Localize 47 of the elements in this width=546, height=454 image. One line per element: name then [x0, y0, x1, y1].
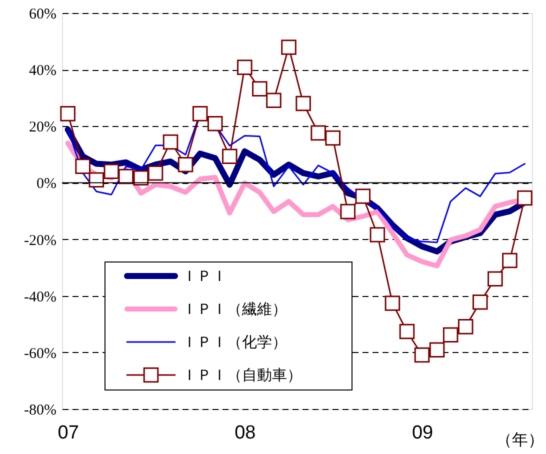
point	[296, 96, 311, 112]
legend-label: ＩＰＩ（自動車）	[182, 367, 302, 384]
point	[281, 40, 296, 55]
point	[458, 319, 474, 334]
point	[237, 60, 252, 75]
point	[192, 106, 208, 122]
point	[88, 172, 104, 188]
y-tick-label: -60%	[24, 346, 56, 362]
point	[502, 252, 518, 268]
y-tick-label: -80%	[24, 402, 56, 418]
point	[148, 165, 164, 181]
point	[266, 92, 282, 108]
point	[370, 227, 386, 242]
legend-label: ＩＰＩ	[182, 268, 227, 285]
point	[429, 342, 445, 358]
point	[118, 168, 134, 184]
y-tick-label: 0%	[36, 176, 56, 192]
legend-label: ＩＰＩ（化学）	[182, 334, 287, 351]
point	[178, 156, 194, 172]
x-tick-label: 09	[412, 422, 434, 444]
y-tick-label: 40%	[29, 63, 56, 80]
point	[104, 164, 120, 180]
point	[310, 125, 326, 141]
point	[488, 271, 503, 287]
x-axis-title: （年）	[496, 432, 544, 449]
point	[222, 148, 238, 164]
point	[384, 296, 400, 311]
legend-label: ＩＰＩ（繊維）	[182, 301, 287, 318]
point	[60, 106, 76, 122]
point	[75, 158, 90, 174]
x-tick-label: 08	[234, 422, 256, 444]
point	[472, 294, 488, 310]
point	[442, 327, 458, 343]
y-tick-label: -40%	[24, 289, 56, 306]
point	[325, 130, 340, 146]
point	[355, 188, 371, 204]
point	[340, 204, 356, 220]
y-tick-label: 20%	[29, 120, 56, 136]
x-tick-label: 07	[58, 422, 79, 444]
y-tick-label: 60%	[29, 6, 56, 22]
y-tick-label: -20%	[24, 232, 56, 249]
point	[207, 116, 223, 132]
point	[399, 324, 415, 340]
point	[162, 134, 178, 150]
point	[252, 81, 268, 96]
point	[414, 347, 430, 363]
point	[517, 190, 532, 206]
